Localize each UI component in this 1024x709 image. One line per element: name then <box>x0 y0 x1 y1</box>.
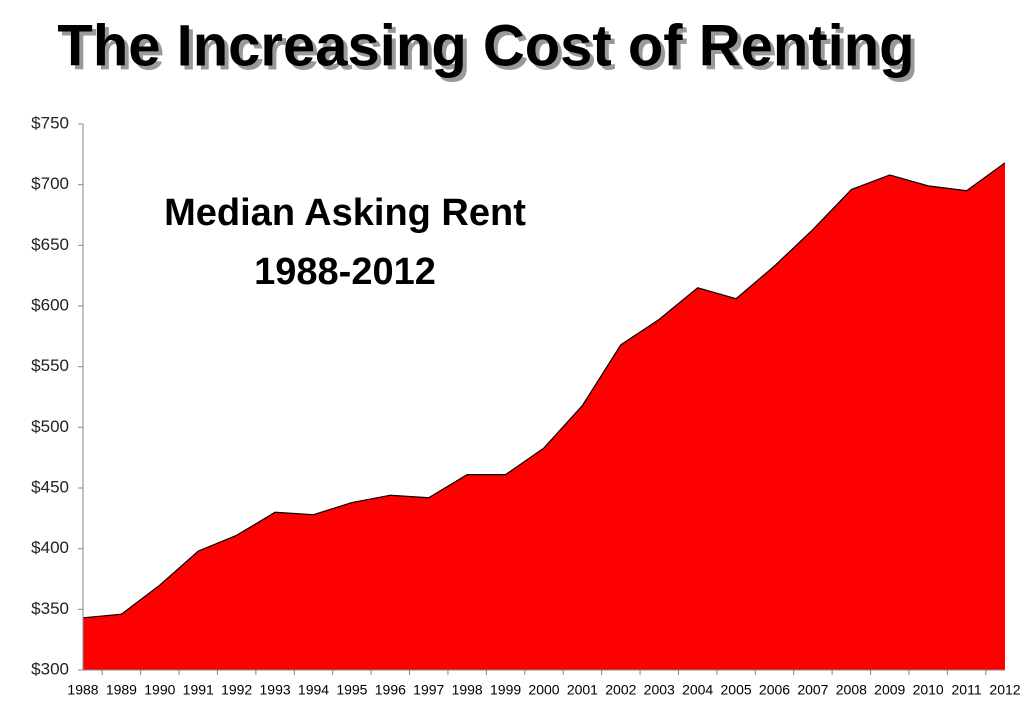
x-tick-label: 1988 <box>67 682 98 698</box>
chart-title: The Increasing Cost of Renting <box>57 13 914 78</box>
x-tick-label: 1995 <box>336 682 367 698</box>
x-tick-label: 2002 <box>605 682 636 698</box>
x-tick-label: 1994 <box>298 682 329 698</box>
x-tick-label: 1989 <box>106 682 137 698</box>
chart-title-shadow: The Increasing Cost of Renting <box>61 17 918 82</box>
annotation: 1988-2012 <box>254 251 436 293</box>
x-tick-label: 2009 <box>874 682 905 698</box>
x-tick-label: 2012 <box>989 682 1020 698</box>
y-tick-label: $400 <box>31 538 69 557</box>
x-tick-label: 1992 <box>221 682 252 698</box>
x-tick-label: 1990 <box>144 682 175 698</box>
x-tick-label: 2010 <box>913 682 944 698</box>
x-tick-label: 2004 <box>682 682 713 698</box>
y-tick-label: $450 <box>31 477 69 496</box>
y-tick-label: $650 <box>31 235 69 254</box>
x-tick-label: 2006 <box>759 682 790 698</box>
y-tick-label: $750 <box>31 113 69 132</box>
y-tick-label: $700 <box>31 174 69 193</box>
annotation: Median Asking Rent <box>164 192 526 234</box>
x-tick-label: 2008 <box>836 682 867 698</box>
x-tick-label: 1997 <box>413 682 444 698</box>
area <box>83 162 1005 670</box>
y-tick-label: $500 <box>31 417 69 436</box>
x-tick-label: 2001 <box>567 682 598 698</box>
x-tick-label: 1998 <box>452 682 483 698</box>
x-tick-label: 2000 <box>528 682 559 698</box>
y-tick-label: $300 <box>31 659 69 678</box>
x-tick-label: 2007 <box>797 682 828 698</box>
x-tick-label: 2003 <box>644 682 675 698</box>
x-tick-label: 1991 <box>183 682 214 698</box>
x-tick-label: 1993 <box>260 682 291 698</box>
x-tick-label: 1996 <box>375 682 406 698</box>
x-tick-label: 2005 <box>721 682 752 698</box>
y-tick-label: $600 <box>31 295 69 314</box>
area-line <box>82 162 1006 619</box>
x-tick-label: 1999 <box>490 682 521 698</box>
y-tick-label: $550 <box>31 356 69 375</box>
y-tick-label: $350 <box>31 599 69 618</box>
x-tick-label: 2011 <box>952 682 982 698</box>
